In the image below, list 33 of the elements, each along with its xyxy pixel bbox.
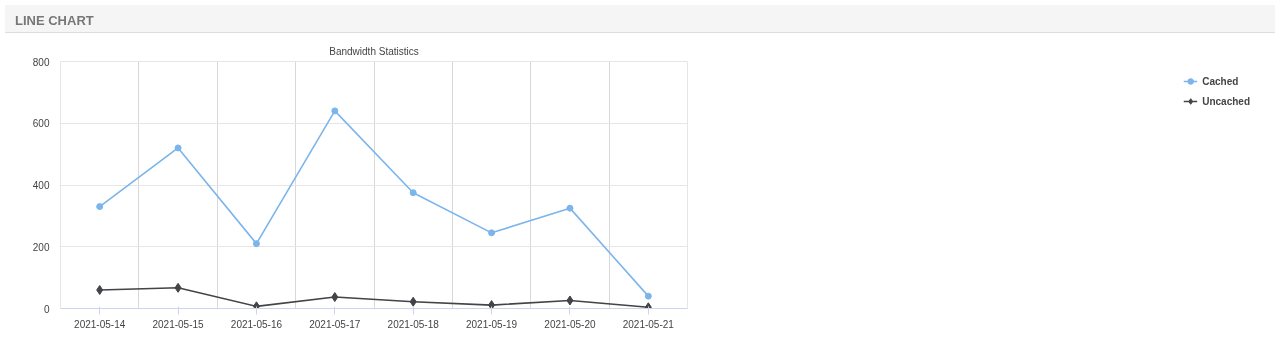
x-tick-label: 2021-05-20 bbox=[544, 318, 596, 330]
chart-title: Bandwidth Statistics bbox=[329, 45, 419, 57]
point bbox=[252, 240, 260, 248]
legend-label: Uncached bbox=[1202, 95, 1250, 107]
legend-label: Cached bbox=[1202, 75, 1239, 87]
point bbox=[644, 292, 652, 300]
point bbox=[96, 284, 104, 295]
point bbox=[96, 203, 104, 211]
point bbox=[331, 292, 339, 303]
point bbox=[252, 301, 260, 309]
y-tick-label: 200 bbox=[32, 241, 50, 253]
point bbox=[566, 204, 574, 212]
point bbox=[566, 295, 574, 306]
x-tick-label: 2021-05-19 bbox=[465, 318, 518, 330]
point bbox=[409, 296, 417, 307]
x-tick-label: 2021-05-21 bbox=[622, 318, 675, 330]
y-tick-label: 600 bbox=[32, 118, 50, 130]
y-tick-label: 0 bbox=[43, 303, 50, 315]
point bbox=[174, 282, 182, 293]
y-tick-label: 400 bbox=[32, 180, 50, 191]
x-tick-label: 2021-05-14 bbox=[74, 318, 126, 330]
x-tick-label: 2021-05-17 bbox=[309, 318, 361, 330]
x-tick-label: 2021-05-16 bbox=[230, 318, 283, 330]
point bbox=[644, 302, 652, 309]
point bbox=[409, 189, 417, 197]
point bbox=[174, 144, 182, 152]
y-tick-label: 800 bbox=[32, 56, 50, 68]
point bbox=[488, 229, 496, 237]
x-tick-label: 2021-05-15 bbox=[152, 318, 205, 330]
x-tick-label: 2021-05-18 bbox=[387, 318, 440, 330]
text: LINE CHART bbox=[15, 12, 94, 30]
point bbox=[331, 107, 339, 115]
point bbox=[488, 300, 496, 309]
